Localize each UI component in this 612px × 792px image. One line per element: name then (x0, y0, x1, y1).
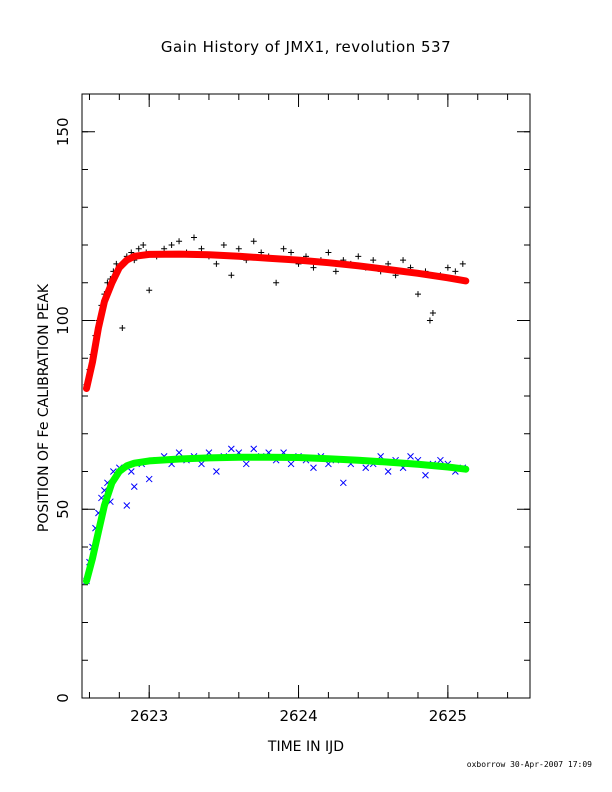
data-point (127, 468, 135, 475)
data-point (145, 475, 153, 483)
data-point (355, 253, 362, 260)
data-point (250, 445, 258, 453)
data-point (235, 245, 242, 252)
chart-title: Gain History of JMX1, revolution 537 (160, 38, 452, 56)
data-point (140, 242, 147, 248)
data-point (407, 453, 414, 460)
plot-frame (81, 93, 531, 699)
x-tick-label: 2623 (130, 707, 168, 725)
data-point (130, 483, 138, 490)
data-point (452, 268, 459, 275)
y-tick-label: 0 (54, 693, 72, 703)
data-point (287, 460, 295, 468)
data-point (384, 468, 392, 475)
data-point (385, 260, 392, 267)
data-point (444, 264, 451, 271)
data-point (119, 325, 126, 332)
data-point (227, 445, 235, 453)
data-point (370, 257, 377, 264)
data-point (437, 456, 444, 464)
data-point (362, 464, 370, 472)
data-point (213, 260, 220, 267)
data-point (288, 249, 295, 256)
y-axis-label: POSITION OF Fe CALIBRATION PEAK (36, 283, 52, 533)
data-point (325, 249, 332, 256)
data-point (332, 268, 339, 275)
data-point (422, 471, 429, 479)
data-point (426, 317, 433, 324)
data-point (310, 264, 317, 271)
data-point (198, 245, 205, 252)
data-point (310, 464, 317, 472)
data-point (280, 245, 287, 252)
data-point (273, 279, 280, 286)
data-point (339, 479, 347, 487)
data-point (146, 287, 153, 294)
data-point (135, 245, 142, 252)
y-tick-label: 100 (54, 306, 72, 335)
data-point (176, 238, 183, 245)
data-point (175, 449, 183, 456)
data-point (123, 502, 131, 509)
data-point (250, 238, 257, 245)
y-tick-label: 50 (54, 500, 72, 519)
data-point (213, 468, 220, 475)
x-axis-label: TIME IN IJD (267, 739, 345, 755)
data-point (459, 260, 466, 267)
fit-line-3 (83, 453, 470, 585)
data-point (220, 242, 227, 248)
data-point (415, 291, 421, 298)
data-point (168, 242, 175, 248)
footer-credit: oxborrow 30-Apr-2007 17:09 (466, 760, 592, 769)
data-point (198, 460, 205, 468)
x-tick-label: 2625 (429, 707, 467, 725)
data-point (228, 272, 235, 279)
data-point (191, 234, 197, 241)
data-point (242, 460, 250, 468)
x-tick-label: 2624 (279, 707, 317, 725)
data-point (429, 309, 436, 316)
data-point (400, 257, 407, 264)
y-tick-label: 150 (54, 117, 72, 146)
fit-line-2 (83, 250, 470, 392)
